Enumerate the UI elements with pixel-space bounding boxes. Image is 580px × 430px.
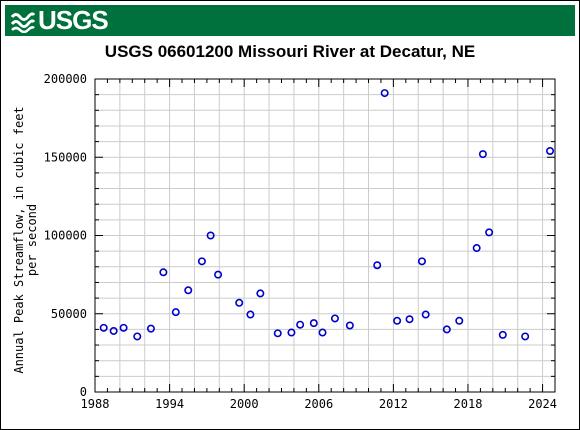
chart-title: USGS 06601200 Missouri River at Decatur,…: [104, 42, 476, 61]
data-point: [256, 289, 265, 298]
x-tick-label: 2024: [528, 397, 557, 411]
data-points: [99, 89, 555, 341]
data-point: [287, 328, 296, 337]
data-point: [246, 310, 255, 319]
data-point: [296, 320, 305, 329]
x-tick-label: 1988: [81, 397, 110, 411]
data-point: [197, 257, 206, 266]
data-point: [330, 314, 339, 323]
data-point: [146, 324, 155, 333]
x-tick-label: 2018: [454, 397, 483, 411]
data-point: [521, 332, 530, 341]
data-point: [455, 316, 464, 325]
data-point: [498, 330, 507, 339]
data-point: [109, 326, 118, 335]
data-point: [417, 257, 426, 266]
data-point: [171, 308, 180, 317]
usgs-wave-logo-icon: [11, 11, 35, 33]
data-point: [478, 150, 487, 159]
x-tick-label: 2012: [379, 397, 408, 411]
data-point: [214, 270, 223, 279]
data-point: [119, 323, 128, 332]
data-point: [235, 298, 244, 307]
usgs-banner: USGS: [5, 5, 575, 36]
data-point: [373, 261, 382, 270]
y-tick-label: 0: [80, 385, 87, 399]
x-tick-label: 2000: [230, 397, 259, 411]
data-point: [546, 146, 555, 155]
data-point: [345, 321, 354, 330]
data-point: [393, 316, 402, 325]
data-point: [159, 268, 168, 277]
y-tick-label: 200000: [44, 72, 87, 86]
data-point: [472, 244, 481, 253]
data-point: [405, 315, 414, 324]
data-point: [380, 89, 389, 98]
usgs-logo[interactable]: USGS: [11, 5, 109, 35]
y-tick-label: 150000: [44, 150, 87, 164]
x-tick-label: 2006: [304, 397, 333, 411]
data-point: [309, 319, 318, 328]
data-point: [184, 286, 193, 295]
data-point: [273, 329, 282, 338]
data-point: [442, 325, 451, 334]
data-point: [99, 323, 108, 332]
axis-ticks: 1988 1994 2000 2006 2012 2018 2024 0 50000 100000…: [44, 72, 557, 411]
data-point: [133, 332, 142, 341]
data-point: [485, 228, 494, 237]
y-tick-label: 50000: [51, 307, 87, 321]
y-tick-label: 100000: [44, 229, 87, 243]
usgs-logo-text: USGS: [38, 5, 109, 35]
data-point: [318, 328, 327, 337]
grid-lines: [94, 78, 555, 393]
x-tick-label: 1994: [155, 397, 184, 411]
data-point: [206, 231, 215, 240]
data-point: [421, 310, 430, 319]
